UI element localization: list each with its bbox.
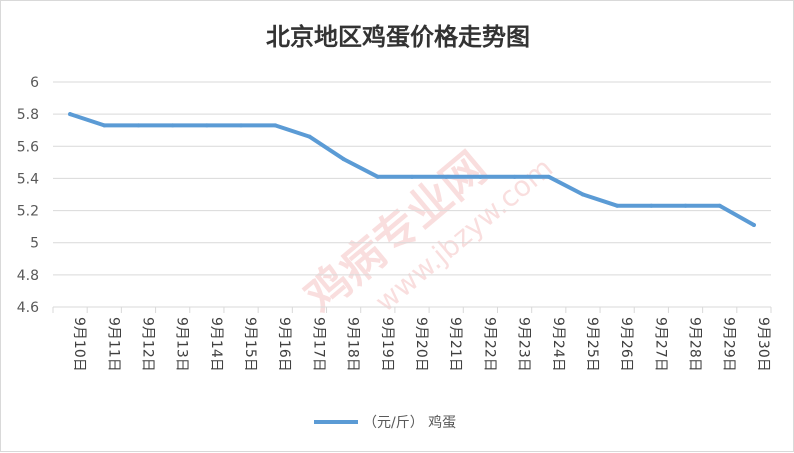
data-point	[136, 123, 141, 128]
data-point	[546, 174, 551, 179]
x-tick-label: 9月23日	[516, 317, 532, 372]
x-tick-label: 9月18日	[345, 317, 361, 372]
y-tick-label: 5	[30, 236, 39, 252]
y-tick-label: 4.6	[17, 300, 39, 316]
y-axis: 4.6 4.8 5 5.2 5.4 5.6 5.8 6	[17, 75, 39, 316]
data-point	[717, 203, 722, 208]
data-point	[478, 174, 483, 179]
x-tick-label: 9月13日	[174, 317, 190, 372]
x-tick-label: 9月17日	[310, 317, 326, 372]
y-tick-label: 5.6	[17, 139, 39, 155]
data-point	[375, 174, 380, 179]
data-point	[683, 203, 688, 208]
x-tick-label: 9月21日	[447, 317, 463, 372]
y-tick-label: 5.4	[17, 171, 39, 187]
y-tick-label: 5.8	[17, 107, 39, 123]
grid-lines	[53, 81, 771, 308]
y-tick-label: 6	[30, 75, 39, 91]
x-tick-label: 9月16日	[276, 317, 292, 372]
x-tick-label: 9月30日	[755, 317, 771, 372]
x-tick-label: 9月19日	[379, 317, 395, 372]
data-point	[307, 134, 312, 139]
x-axis: 9月10日 9月11日 9月12日 9月13日 9月14日 9月15日 9月16日 9月17日…	[52, 307, 772, 372]
data-point	[68, 112, 73, 117]
x-tick-label: 9月29日	[721, 317, 737, 372]
data-point	[615, 203, 620, 208]
x-tick-label: 9月26日	[618, 317, 634, 372]
x-tick-label: 9月27日	[652, 317, 668, 372]
data-point	[204, 123, 209, 128]
data-point	[170, 123, 175, 128]
y-tick-label: 5.2	[17, 204, 39, 220]
x-tick-label: 9月24日	[550, 317, 566, 372]
x-tick-label: 9月22日	[481, 317, 497, 372]
data-point	[239, 123, 244, 128]
data-point	[273, 123, 278, 128]
data-point	[410, 174, 414, 179]
chart-title: 北京地区鸡蛋价格走势图	[266, 23, 530, 51]
x-tick-label: 9月11日	[105, 317, 121, 372]
y-tick-label: 4.8	[17, 268, 39, 284]
data-point	[580, 192, 585, 197]
data-point	[444, 174, 449, 179]
data-point	[512, 174, 517, 179]
x-tick-label: 9月25日	[584, 317, 600, 372]
legend-label: （元/斤） 鸡蛋	[363, 414, 456, 431]
x-tick-label: 9月12日	[139, 317, 155, 372]
data-point	[102, 123, 107, 128]
x-tick-label: 9月28日	[687, 317, 703, 372]
x-tick-label: 9月15日	[242, 317, 258, 372]
legend: （元/斤） 鸡蛋	[314, 414, 456, 431]
x-tick-label: 9月14日	[208, 317, 224, 372]
x-tick-label: 9月20日	[413, 317, 429, 372]
data-point	[751, 223, 756, 228]
series-layer	[68, 112, 756, 228]
data-point	[341, 157, 346, 162]
data-point	[649, 203, 654, 208]
x-tick-label: 9月10日	[71, 317, 87, 372]
